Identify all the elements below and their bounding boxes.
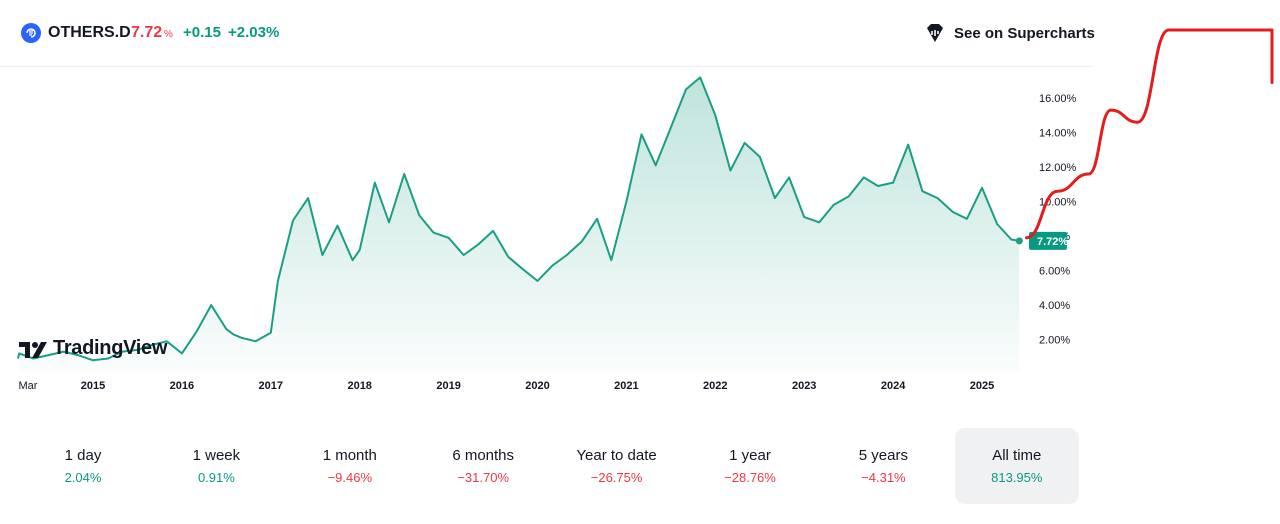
price-change-percent: +2.03% [228, 24, 280, 41]
period-change-value: 813.95% [991, 470, 1043, 485]
price-area-fill [18, 77, 1020, 373]
period-label: 1 week [192, 447, 241, 464]
see-on-supercharts-link[interactable]: See on Supercharts [924, 22, 1095, 44]
supercharts-logo-icon [927, 24, 943, 42]
y-tick-label: 4.00% [1039, 300, 1070, 312]
period-1-week[interactable]: 1 week 0.91% [154, 428, 278, 504]
tradingview-logo[interactable]: TradingView [19, 337, 167, 360]
hand-drawn-projection-line [1024, 28, 1274, 240]
tradingview-wordmark: TradingView [53, 337, 168, 359]
symbol-name[interactable]: OTHERS.D [48, 24, 131, 41]
symbol-header: OTHERS.D 7.72 % +0.15 +2.03% See on Supe… [0, 0, 1100, 66]
y-tick-label: 14.00% [1039, 128, 1077, 140]
period-6-months[interactable]: 6 months −31.70% [421, 428, 545, 504]
period-change-value: 0.91% [197, 470, 235, 485]
x-tick-label: 2015 [81, 380, 105, 392]
x-tick-label: 2019 [436, 380, 460, 392]
tradingview-logo-icon [19, 341, 47, 358]
period-label: Year to date [576, 447, 657, 464]
last-price-label: 7.72% [1029, 231, 1068, 250]
period-label: 1 day [64, 447, 102, 464]
period-5-years[interactable]: 5 years −4.31% [821, 428, 945, 504]
period-1-year[interactable]: 1 year −28.76% [688, 428, 812, 504]
x-tick-label: 2025 [970, 380, 994, 392]
y-tick-label: 6.00% [1039, 266, 1070, 278]
x-tick-label: 2020 [525, 380, 549, 392]
x-tick-label: 2017 [259, 380, 283, 392]
y-tick-label: 2.00% [1039, 335, 1070, 347]
price-change: +0.15 [183, 24, 221, 41]
period-change-value: −9.46% [327, 470, 373, 485]
period-1-month[interactable]: 1 month −9.46% [288, 428, 412, 504]
period-change-value: −28.76% [724, 470, 776, 485]
period-label: 5 years [858, 447, 908, 464]
period-1-day[interactable]: 1 day 2.04% [21, 428, 145, 504]
x-tick-label: 2022 [703, 380, 727, 392]
last-price-dot [1015, 237, 1023, 245]
header-divider [0, 66, 1093, 67]
period-all-time[interactable]: All time 813.95% [954, 428, 1079, 504]
period-change-value: −4.31% [861, 470, 906, 485]
period-change-value: 2.04% [64, 470, 102, 485]
x-tick-label: 2018 [347, 380, 371, 392]
period-label: All time [992, 447, 1042, 464]
period-label: 1 month [322, 447, 377, 464]
x-tick-label: 2021 [614, 380, 638, 392]
x-tick-label: 2016 [170, 380, 194, 392]
period-change-value: −31.70% [457, 470, 510, 485]
price-chart[interactable]: 2.00%4.00%6.00%8.00%10.00%12.00%14.00%16… [0, 0, 1280, 420]
current-price: 7.72 [131, 24, 163, 41]
x-tick-label: Mar [19, 380, 38, 392]
price-line [17, 76, 1020, 362]
crypto-total-icon [21, 23, 41, 43]
period-label: 1 year [729, 447, 771, 464]
y-tick-label: 16.00% [1039, 93, 1077, 105]
last-price-label-text: 7.72% [1037, 236, 1068, 248]
period-change-value: −26.75% [590, 470, 643, 485]
see-on-supercharts-label: See on Supercharts [954, 24, 1095, 42]
performance-periods: 1 day 2.04% 1 week 0.91% 1 month −9.46% 6 mont… [0, 428, 1100, 506]
y-tick-label: 12.00% [1039, 162, 1077, 174]
x-tick-label: 2023 [792, 380, 816, 392]
price-unit: % [164, 29, 173, 40]
period-label: 6 months [452, 447, 515, 464]
period-year-to-date[interactable]: Year to date −26.75% [555, 428, 679, 504]
x-tick-label: 2024 [881, 380, 906, 392]
